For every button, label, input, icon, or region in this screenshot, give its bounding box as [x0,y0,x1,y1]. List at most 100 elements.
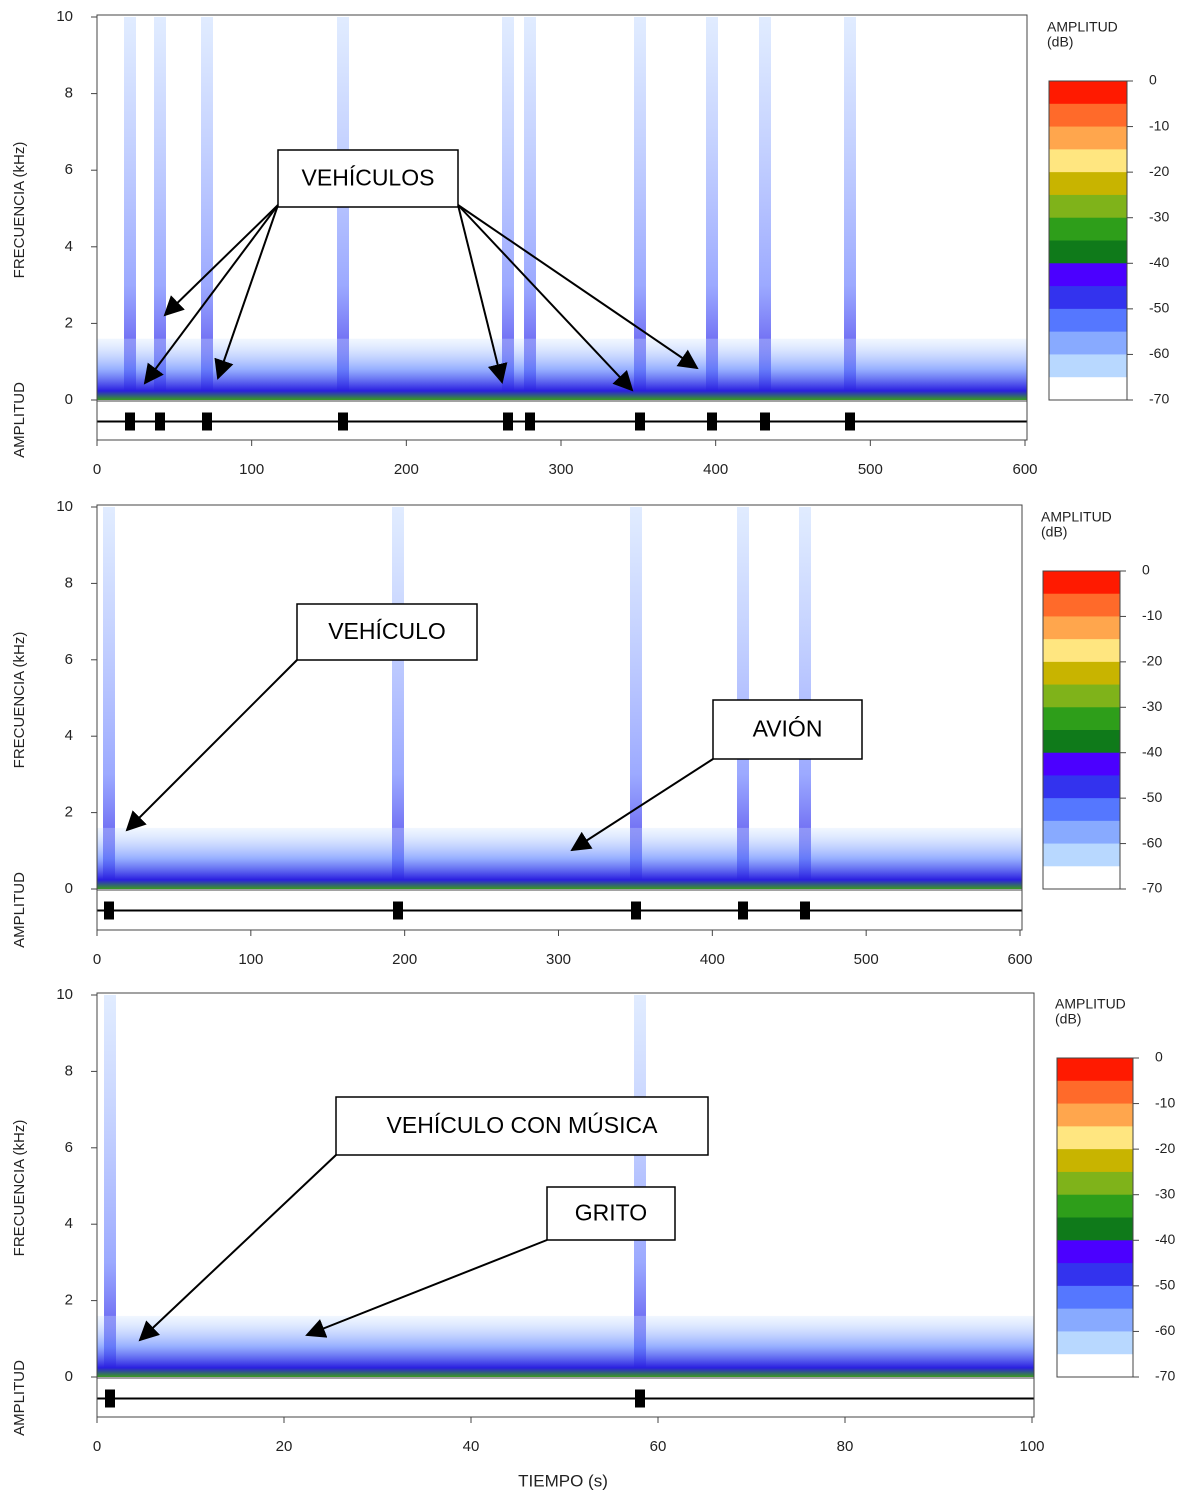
spectrogram-streak [502,17,514,400]
colorbar-tick-label: -10 [1142,607,1162,623]
waveform-burst [707,412,717,431]
colorbar-tick-label: -50 [1149,300,1169,316]
x-tick-label: 100 [238,951,263,968]
colorbar-cell [1049,172,1127,196]
colorbar-cell [1057,1285,1133,1310]
y-tick-label: 2 [65,314,73,331]
x-tick-label: 400 [700,951,725,968]
x-tick-label: 200 [394,461,419,478]
annotation-arrow [570,758,714,852]
y-tick-label: 10 [56,986,73,1003]
colorbar-tick-label: -30 [1155,1185,1175,1201]
waveform-burst [738,901,748,920]
spectrogram-streak [706,17,718,400]
annotation-label: AVIÓN [753,716,823,742]
y-tick-label: 6 [65,1139,73,1156]
y-tick-label: 8 [65,574,73,591]
colorbar-units: (dB) [1047,34,1073,50]
x-tick-label: 100 [239,461,264,478]
x-tick-label: 0 [93,1438,101,1455]
y-tick-label: 0 [65,880,73,897]
x-tick-label: 100 [1019,1438,1044,1455]
annotation-arrow [163,204,279,317]
waveform-burst [525,412,535,431]
colorbar-cell [1043,639,1120,663]
annotation-arrow [125,659,298,832]
colorbar-units: (dB) [1055,1011,1081,1027]
y-tick-label: 8 [65,85,73,102]
colorbar-tick-label: -70 [1142,880,1162,896]
colorbar-cell [1049,81,1127,105]
colorbar-tick-label: -20 [1155,1140,1175,1156]
colorbar-cell [1043,775,1120,799]
annotation-label: GRITO [575,1200,647,1226]
annotation-arrow [457,204,634,392]
colorbar-cell [1057,1171,1133,1196]
colorbar-tick-label: -70 [1155,1368,1175,1384]
colorbar-tick-label: -60 [1142,834,1162,850]
x-tick-label: 0 [93,461,101,478]
colorbar-tick-label: -40 [1142,743,1162,759]
y-tick-label: 4 [65,238,73,255]
x-tick-label: 600 [1007,951,1032,968]
colorbar-tick-label: 0 [1142,562,1150,578]
annotation-arrow [457,204,699,370]
spectrogram-streak [737,507,749,889]
colorbar-cell [1049,126,1127,150]
waveform-burst [104,901,114,920]
y-tick-label: 8 [65,1062,73,1079]
plot-frame [96,992,1035,1418]
x-tick-label: 80 [837,1438,854,1455]
colorbar-cell [1049,354,1127,378]
colorbar-cell [1057,1331,1133,1355]
y-tick-label: 2 [65,1292,73,1309]
annotation-label: VEHÍCULO CON MÚSICA [387,1112,659,1138]
colorbar-cell [1057,1217,1133,1241]
colorbar-cell [1043,593,1120,617]
waveform-burst [202,412,212,431]
colorbar-cell [1057,1263,1133,1287]
waveform-burst [760,412,770,431]
colorbar-title: AMPLITUD [1047,19,1118,35]
y-tick-label: 10 [56,8,73,25]
colorbar-tick-label: -20 [1149,163,1169,179]
y-axis-label: FRECUENCIA (kHz) [11,632,28,769]
spectrogram-streak [759,17,771,400]
x-tick-label: 0 [93,951,101,968]
colorbar-cell [1043,820,1120,845]
x-tick-label: 60 [650,1438,667,1455]
colorbar-tick-label: -60 [1155,1322,1175,1338]
waveform-burst [635,412,645,431]
colorbar-cell [1049,103,1127,128]
colorbar-cell [1043,661,1120,686]
colorbar-tick-label: -60 [1149,345,1169,361]
x-tick-label: 400 [703,461,728,478]
colorbar-cell [1057,1126,1133,1150]
x-tick-label: 200 [392,951,417,968]
y-axis-label: FRECUENCIA (kHz) [11,142,28,279]
x-tick-label: 600 [1012,461,1037,478]
y-tick-label: 2 [65,804,73,821]
y2-axis-label: AMPLITUD [11,382,28,458]
spectrogram-streak [844,17,856,400]
colorbar-cell [1049,286,1127,310]
colorbar-cell [1057,1149,1133,1173]
x-tick-label: 40 [463,1438,480,1455]
waveform-burst [338,412,348,431]
colorbar-cell [1049,194,1127,219]
spectrogram-streak [799,507,811,889]
colorbar-cell [1049,217,1127,241]
annotation-arrow [214,204,279,380]
colorbar-frame [1042,570,1121,890]
y-tick-label: 4 [65,727,73,744]
spectrogram-streak [124,17,136,400]
y-tick-label: 6 [65,161,73,178]
spectrogram-streak [337,17,349,400]
colorbar-cell [1043,798,1120,822]
colorbar-cell [1049,240,1127,264]
x-axis-label: TIEMPO (s) [518,1471,608,1490]
colorbar-cell [1049,308,1127,333]
colorbar-cell [1057,1058,1133,1082]
